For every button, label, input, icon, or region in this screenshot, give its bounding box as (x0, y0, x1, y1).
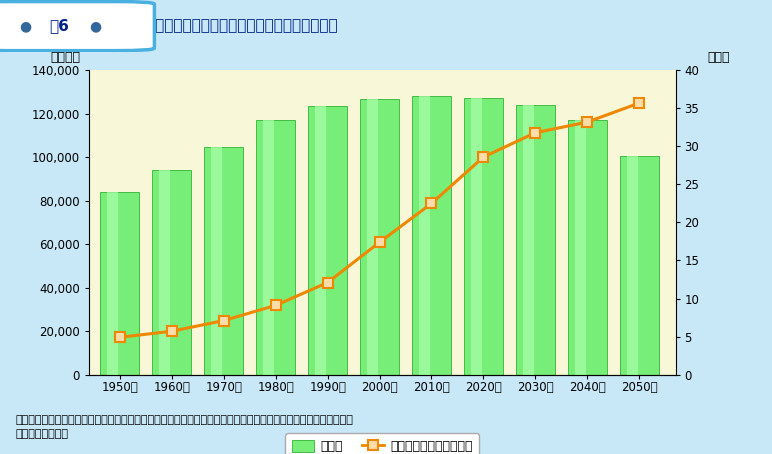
Bar (471, 99, 482, 375)
Legend: 総人口, 総人口に占める老齢人口: 総人口, 総人口に占める老齢人口 (286, 434, 479, 454)
Bar (412, 96, 451, 375)
Bar (464, 99, 503, 375)
Bar (263, 120, 274, 375)
Bar (152, 170, 191, 375)
Bar (627, 156, 638, 375)
Text: （千人）: （千人） (51, 51, 80, 64)
Bar (367, 99, 378, 375)
FancyBboxPatch shape (0, 1, 154, 51)
Bar (205, 147, 243, 375)
Text: （％）: （％） (708, 51, 730, 64)
Bar (159, 170, 171, 375)
Bar (256, 120, 295, 375)
Text: （資料）総務省統計局「国勢調査報告」及び国立社会保障・人口問題研究所「日本の将来推計人口（平成１４年１
　　　月推計）」: （資料）総務省統計局「国勢調査報告」及び国立社会保障・人口問題研究所「日本の将来… (15, 415, 354, 439)
Text: 囶6: 囶6 (49, 19, 69, 34)
Bar (107, 192, 118, 375)
Bar (419, 96, 430, 375)
Text: 日本の総人口と総人口に占める老齢人口の割合: 日本の総人口と総人口に占める老齢人口の割合 (147, 19, 338, 34)
Text: ●: ● (89, 19, 101, 33)
Bar (523, 105, 533, 375)
Bar (315, 106, 326, 375)
Bar (360, 99, 399, 375)
Bar (575, 120, 586, 375)
Bar (567, 120, 607, 375)
Bar (516, 105, 555, 375)
Bar (620, 156, 659, 375)
Bar (100, 192, 140, 375)
Text: ●: ● (19, 19, 32, 33)
Bar (308, 106, 347, 375)
Bar (212, 147, 222, 375)
